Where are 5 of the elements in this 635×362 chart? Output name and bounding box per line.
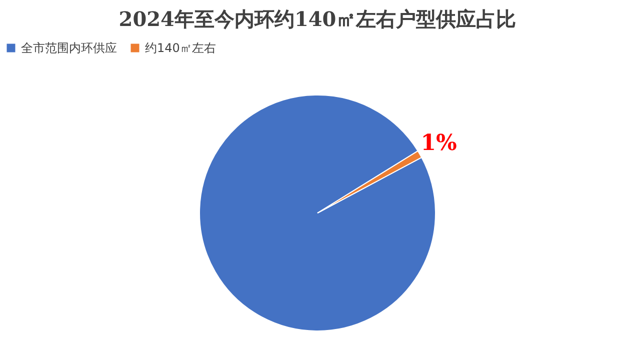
data-label: 1% [420, 130, 458, 156]
pie-slice [317, 150, 422, 214]
legend-label: 全市范围内环供应 [21, 41, 117, 55]
legend-label: 约140㎡左右 [145, 41, 216, 55]
chart-title: 2024年至今内环约140㎡左右户型供应占比 [118, 7, 516, 31]
